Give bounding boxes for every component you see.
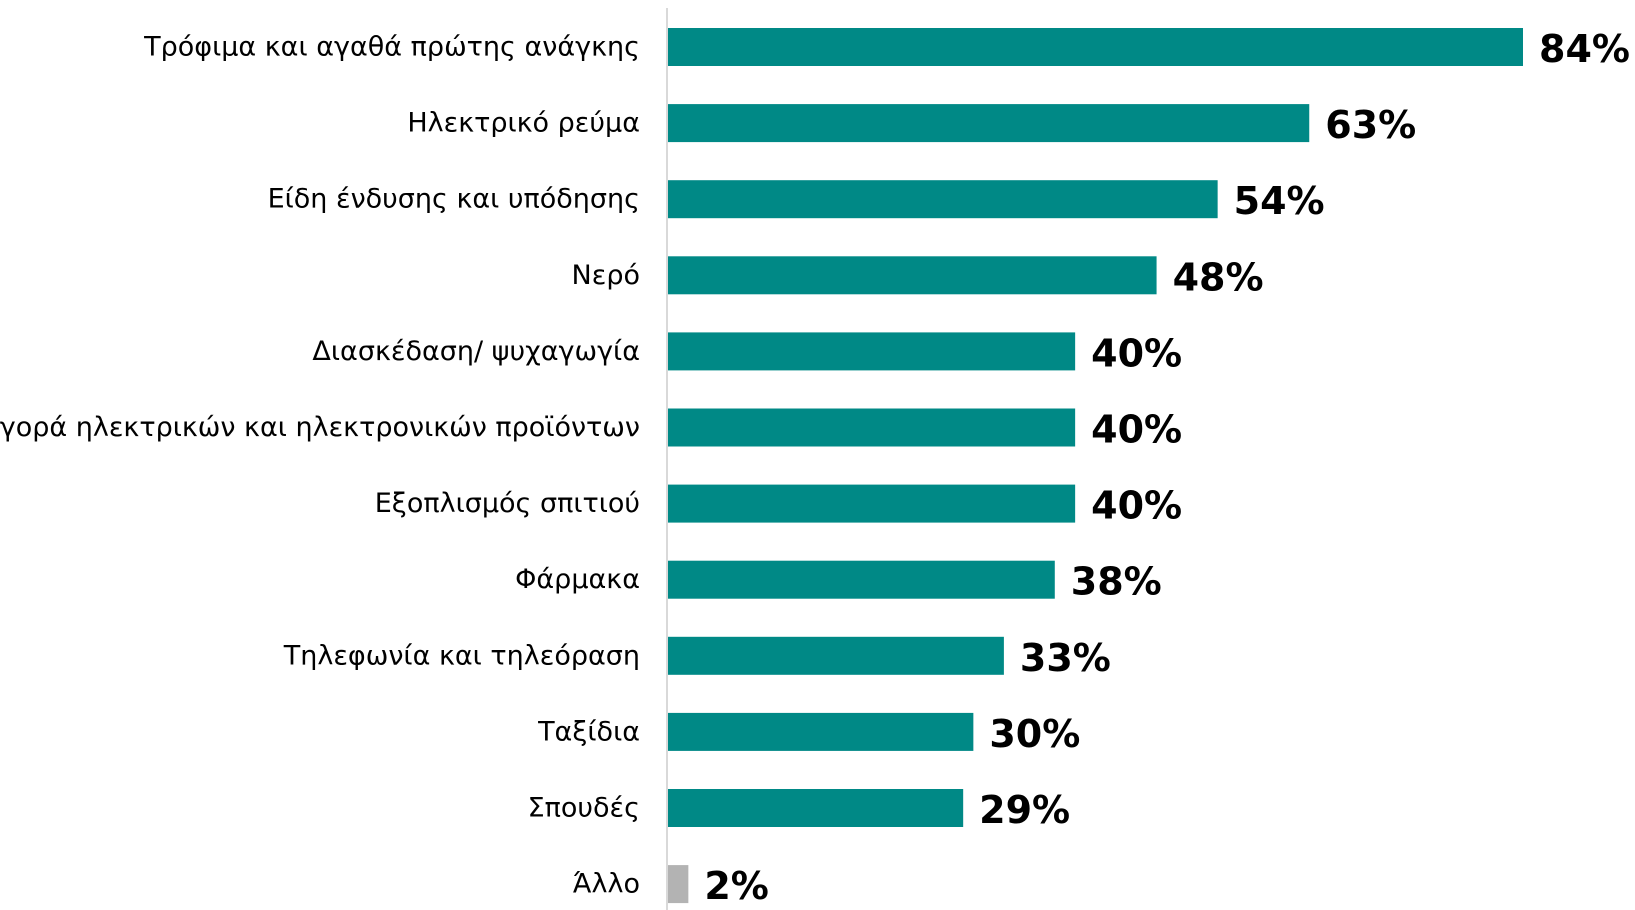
value-label-9: 33% (1020, 636, 1111, 680)
value-label-11: 29% (979, 788, 1070, 832)
value-label-6: 40% (1091, 408, 1182, 452)
category-label-3: Είδη ένδυσης και υπόδησης (268, 184, 640, 215)
category-label-8: Φάρμακα (515, 564, 640, 595)
bar-3 (668, 180, 1218, 219)
bar-11 (668, 789, 964, 827)
bar-7 (668, 484, 1076, 523)
bar-4 (668, 256, 1157, 295)
bar-6 (668, 408, 1076, 447)
category-labels-group: Τρόφιμα και αγαθά πρώτης ανάγκης Ηλεκτρικ… (0, 32, 640, 900)
category-label-12: Άλλο (573, 869, 640, 900)
bar-10 (668, 712, 974, 751)
category-label-6: Αγορά ηλεκτρικών και ηλεκτρονικών προϊόν… (0, 412, 640, 443)
bar-9 (668, 636, 1004, 675)
bar-1 (668, 28, 1523, 66)
value-label-10: 30% (989, 712, 1080, 756)
value-label-1: 84% (1539, 27, 1630, 71)
bar-2 (668, 104, 1310, 143)
value-label-4: 48% (1173, 255, 1264, 299)
category-label-2: Ηλεκτρικό ρεύμα (407, 108, 640, 139)
category-label-1: Τρόφιμα και αγαθά πρώτης ανάγκης (143, 32, 640, 63)
value-label-2: 63% (1325, 103, 1416, 147)
category-label-4: Νερό (572, 260, 640, 291)
category-label-5: Διασκέδαση/ ψυχαγωγία (312, 336, 640, 367)
category-label-9: Τηλεφωνία και τηλεόραση (283, 640, 640, 671)
bar-5 (668, 332, 1076, 371)
value-label-5: 40% (1091, 331, 1182, 375)
value-label-3: 54% (1234, 179, 1325, 223)
category-label-10: Ταξίδια (537, 716, 640, 747)
value-labels-group: 84% 63%54% 48% 40% 40% 40% 38% 33% 30% 29% 2% (704, 27, 1630, 908)
bars-group (668, 28, 1523, 904)
value-label-8: 38% (1071, 560, 1162, 604)
bar-12 (668, 865, 689, 904)
value-label-7: 40% (1091, 484, 1182, 528)
category-label-7: Εξοπλισμός σπιτιού (375, 488, 640, 519)
value-label-12: 2% (704, 864, 769, 908)
bar-8 (668, 560, 1055, 599)
category-label-11: Σπουδές (528, 793, 640, 824)
